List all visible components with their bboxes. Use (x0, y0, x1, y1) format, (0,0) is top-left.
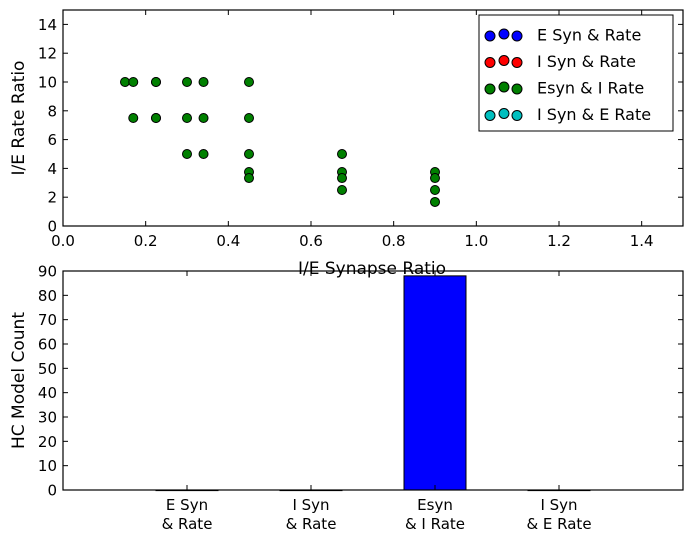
x-tick-label: 0.4 (216, 232, 240, 250)
y-tick-label: 70 (38, 311, 57, 329)
x-tick-label: 0.0 (51, 232, 75, 250)
legend-entry-label: Esyn & I Rate (537, 79, 644, 98)
legend-entry-label: E Syn & Rate (537, 26, 641, 45)
y-tick-label: 0 (47, 218, 57, 236)
y-tick-label: 60 (38, 336, 57, 354)
y-tick-label: 10 (38, 457, 57, 475)
x-tick-label: 0.8 (382, 232, 406, 250)
category-label-line: & E Rate (526, 515, 591, 533)
scatter-axes-frame (62, 9, 684, 227)
y-tick-label: 30 (38, 409, 57, 427)
scatter-point (128, 113, 139, 123)
scatter-point (128, 77, 139, 87)
scatter-point (182, 149, 192, 159)
scatter-plot-panel: 0.0 0.2 0.4 0.6 0.8 1.0 1.2 1.4 0 2 4 6 8 10 12 14 I/E S… (9, 9, 684, 279)
y-tick-label: 10 (38, 74, 57, 92)
scatter-point (337, 185, 347, 195)
scatter-point (244, 149, 254, 159)
category-label-line: Esyn (417, 496, 453, 514)
y-axis-label: I/E Rate Ratio (9, 61, 29, 176)
y-tick-label: 4 (47, 160, 57, 178)
y-tick-label: 40 (38, 384, 57, 402)
legend-entry-label: I Syn & Rate (537, 52, 636, 71)
y-tick-label: 0 (47, 482, 57, 500)
bar-axes-frame (62, 270, 684, 491)
category-label-line: & I Rate (405, 515, 465, 533)
legend-frame (478, 14, 674, 132)
x-tick-label: 0.6 (299, 232, 323, 250)
scatter-point (120, 77, 130, 87)
legend-marker (484, 57, 496, 68)
legend-marker (484, 110, 496, 121)
category-label-line: & Rate (286, 515, 337, 533)
category-label: I Syn & E Rate (526, 496, 591, 533)
x-tick-label: 1.2 (547, 232, 571, 250)
scatter-point (430, 185, 440, 195)
scatter-point (430, 196, 440, 207)
category-label-line: I Syn (540, 496, 577, 514)
legend-marker (498, 28, 510, 40)
scatter-point (430, 173, 440, 184)
scatter-point (244, 173, 254, 184)
y-axis-label: HC Model Count (9, 312, 29, 449)
scatter-point (198, 113, 209, 123)
x-tick-label: 1.4 (630, 232, 654, 250)
scatter-point (182, 113, 192, 123)
y-tick-label: 80 (38, 287, 57, 305)
y-tick-label: 20 (38, 433, 57, 451)
legend-marker (511, 110, 523, 121)
legend-marker (511, 83, 523, 95)
scatter-point (198, 77, 209, 87)
bar (403, 275, 467, 491)
scatter-point (337, 173, 347, 184)
scatter-point (244, 77, 254, 87)
legend: E Syn & Rate I Syn & Rate Esyn & I Rate I S… (478, 14, 674, 132)
category-label-line: E Syn (166, 496, 208, 514)
category-label: I Syn & Rate (286, 496, 337, 533)
y-tick-label: 90 (38, 263, 57, 281)
legend-entry-label: I Syn & E Rate (537, 105, 651, 124)
scatter-point (198, 149, 209, 159)
category-label: E Syn & Rate (162, 496, 213, 533)
legend-marker (498, 108, 510, 119)
y-tick-label: 50 (38, 360, 57, 378)
y-tick-label: 12 (38, 45, 57, 63)
category-label: Esyn & I Rate (405, 496, 465, 533)
x-axis-label: I/E Synapse Ratio (298, 259, 446, 279)
y-tick-label: 2 (47, 189, 57, 207)
x-tick-label: 0.2 (134, 232, 158, 250)
y-tick-label: 8 (47, 102, 57, 120)
y-tick-label: 6 (47, 131, 57, 149)
scatter-point (182, 77, 192, 87)
scatter-point (151, 113, 161, 123)
category-label-line: & Rate (162, 515, 213, 533)
scatter-point (244, 113, 254, 123)
legend-marker (484, 83, 496, 95)
legend-marker (511, 57, 523, 68)
legend-marker (511, 30, 523, 42)
scatter-point (151, 77, 161, 87)
scatter-point (337, 149, 347, 159)
category-label-line: I Syn (292, 496, 329, 514)
x-tick-label: 1.0 (464, 232, 488, 250)
legend-marker (484, 30, 496, 42)
legend-marker (498, 55, 510, 66)
legend-marker (498, 81, 510, 93)
y-tick-label: 14 (38, 16, 57, 34)
